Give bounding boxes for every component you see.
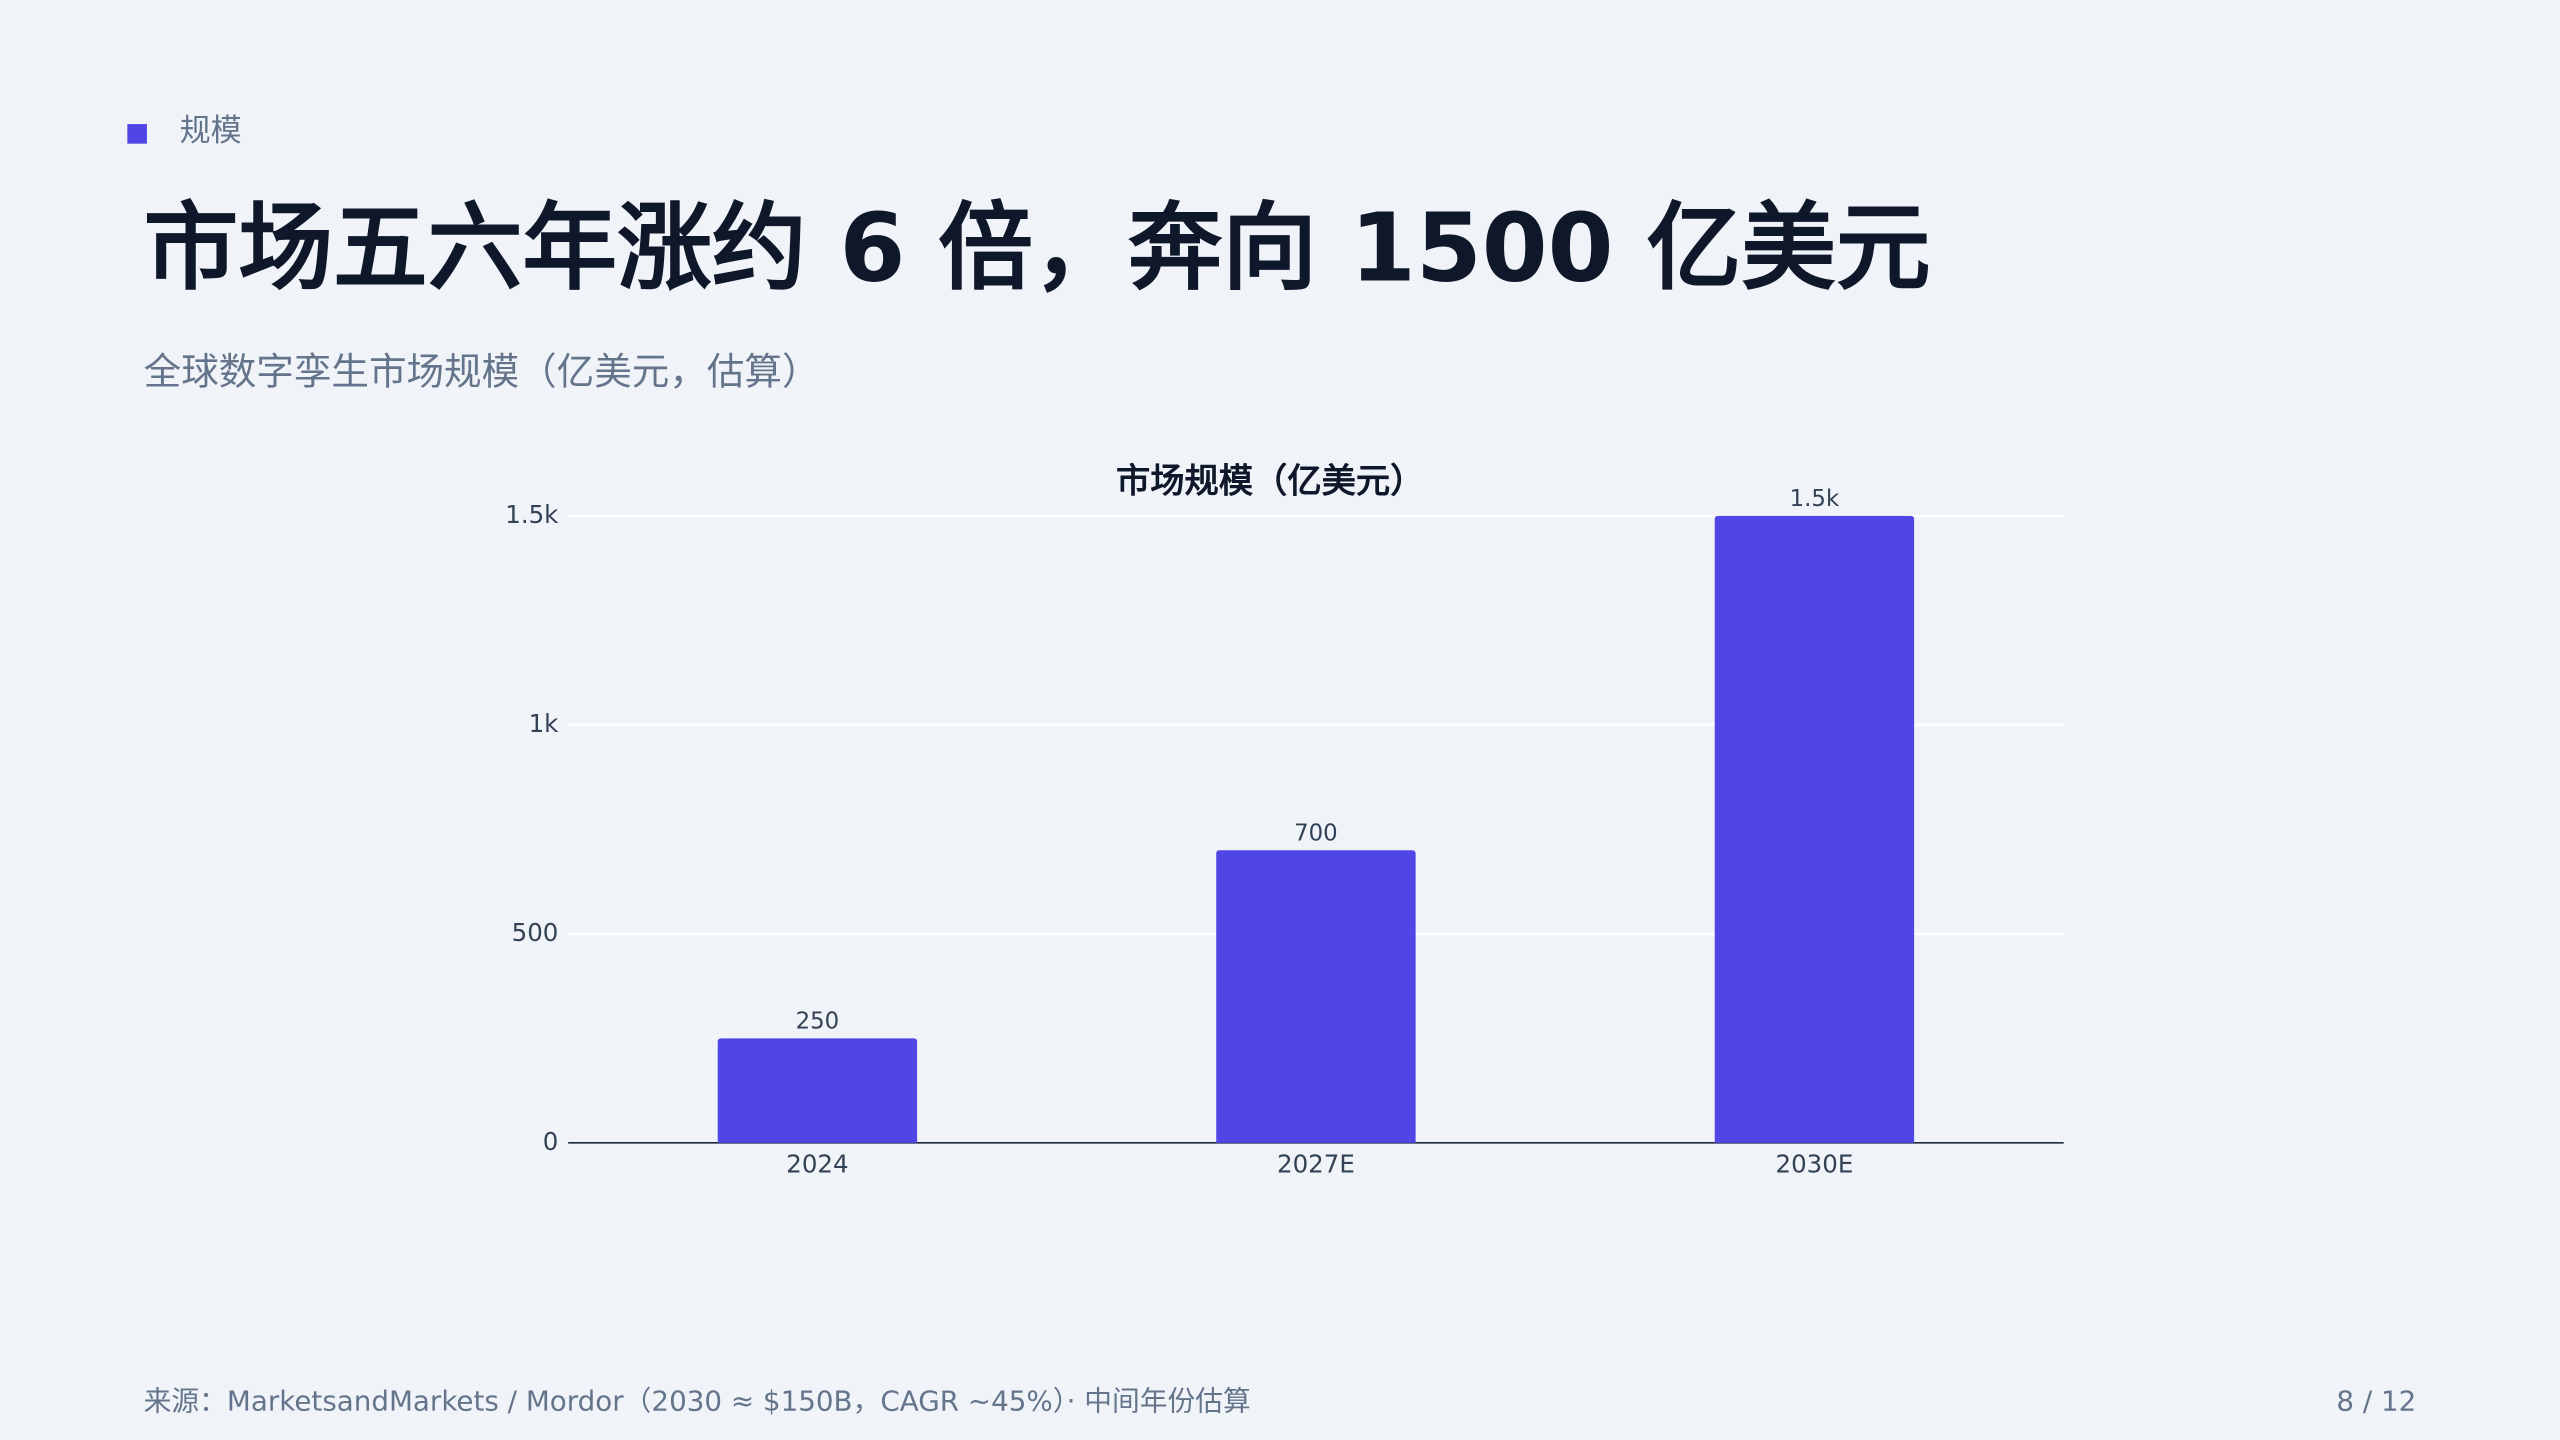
data-label: 1.5k bbox=[1790, 486, 1840, 512]
x-tick-label: 2024 bbox=[786, 1150, 848, 1179]
data-label: 700 bbox=[1294, 820, 1338, 846]
data-label: 250 bbox=[796, 1009, 840, 1035]
x-tick-label: 2027E bbox=[1277, 1150, 1355, 1179]
y-tick-label: 1.5k bbox=[505, 500, 559, 529]
bar bbox=[1216, 850, 1416, 1143]
slide-title: 市场五六年涨约 6 倍，奔向 1500 亿美元 bbox=[144, 194, 1931, 304]
slide-subtitle: 全球数字孪生市场规模（亿美元，估算） bbox=[144, 349, 820, 393]
x-tick-label: 2030E bbox=[1776, 1150, 1854, 1179]
y-tick-label: 0 bbox=[543, 1127, 559, 1156]
page-number: 8 / 12 bbox=[2336, 1384, 2416, 1417]
y-tick-label: 500 bbox=[512, 918, 559, 947]
source-note: 来源：MarketsandMarkets / Mordor（2030 ≈ $15… bbox=[144, 1384, 1251, 1417]
bar bbox=[1714, 515, 1915, 1143]
section-label: 规模 bbox=[180, 113, 242, 149]
section-marker bbox=[127, 124, 147, 144]
chart-title: 市场规模（亿美元） bbox=[1116, 462, 1424, 502]
bar bbox=[717, 1038, 918, 1143]
y-tick-label: 1k bbox=[529, 709, 560, 738]
